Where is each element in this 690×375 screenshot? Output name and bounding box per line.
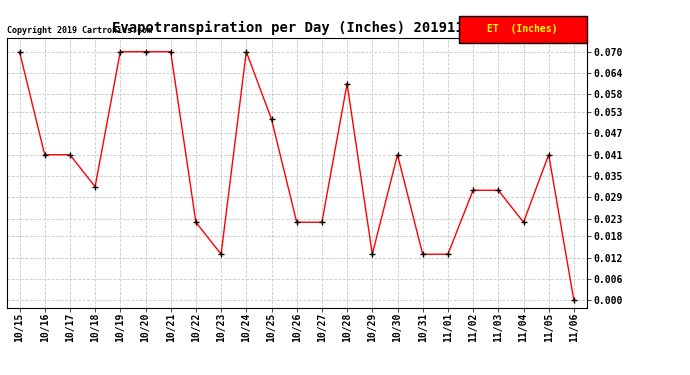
- Text: ET  (Inches): ET (Inches): [488, 24, 558, 34]
- FancyBboxPatch shape: [459, 16, 586, 43]
- Title: Evapotranspiration per Day (Inches) 20191107: Evapotranspiration per Day (Inches) 2019…: [112, 21, 481, 35]
- Text: Copyright 2019 Cartronics.com: Copyright 2019 Cartronics.com: [7, 26, 152, 35]
